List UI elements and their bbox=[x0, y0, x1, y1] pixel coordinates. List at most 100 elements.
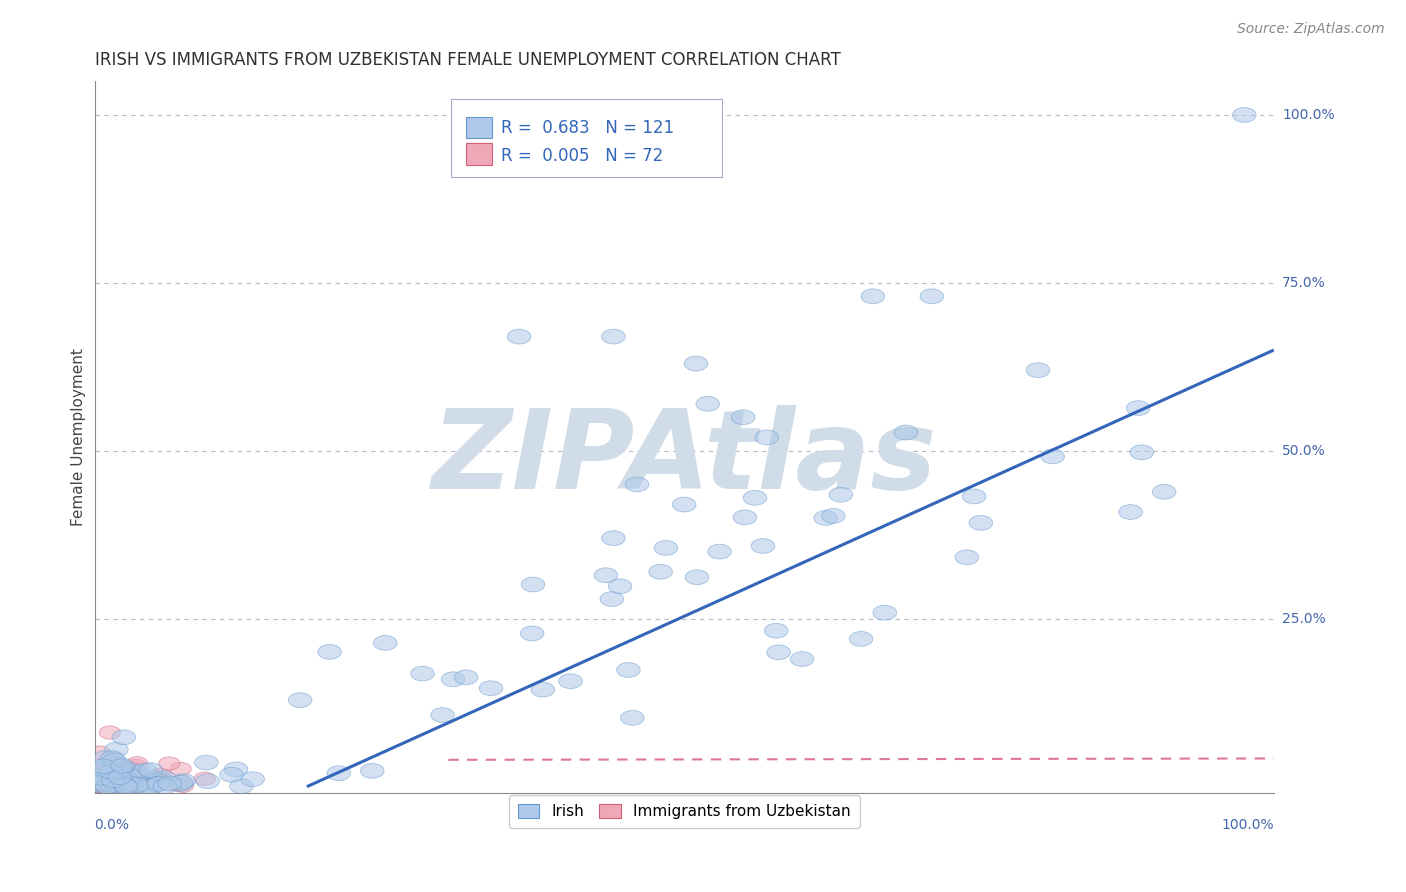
Ellipse shape bbox=[744, 491, 766, 505]
Ellipse shape bbox=[96, 779, 120, 794]
Ellipse shape bbox=[240, 772, 264, 787]
Y-axis label: Female Unemployment: Female Unemployment bbox=[72, 349, 86, 526]
Ellipse shape bbox=[755, 430, 779, 445]
Ellipse shape bbox=[170, 763, 191, 776]
Ellipse shape bbox=[969, 516, 993, 530]
Ellipse shape bbox=[93, 777, 115, 792]
Ellipse shape bbox=[696, 396, 720, 411]
Ellipse shape bbox=[522, 577, 544, 592]
Ellipse shape bbox=[894, 425, 918, 440]
Ellipse shape bbox=[648, 565, 672, 579]
Ellipse shape bbox=[86, 773, 107, 787]
Ellipse shape bbox=[97, 765, 118, 779]
Ellipse shape bbox=[685, 570, 709, 584]
Ellipse shape bbox=[112, 778, 136, 793]
Ellipse shape bbox=[101, 773, 125, 788]
Ellipse shape bbox=[101, 778, 124, 792]
Ellipse shape bbox=[114, 775, 135, 789]
Ellipse shape bbox=[131, 778, 153, 792]
FancyBboxPatch shape bbox=[465, 117, 492, 138]
Text: IRISH VS IMMIGRANTS FROM UZBEKISTAN FEMALE UNEMPLOYMENT CORRELATION CHART: IRISH VS IMMIGRANTS FROM UZBEKISTAN FEMA… bbox=[94, 51, 841, 69]
Ellipse shape bbox=[142, 772, 163, 785]
Ellipse shape bbox=[127, 777, 148, 790]
Ellipse shape bbox=[89, 778, 110, 791]
Ellipse shape bbox=[110, 776, 132, 789]
Ellipse shape bbox=[135, 770, 159, 785]
Text: R =  0.683   N = 121: R = 0.683 N = 121 bbox=[502, 119, 675, 136]
Ellipse shape bbox=[821, 508, 845, 524]
Ellipse shape bbox=[101, 773, 122, 787]
FancyBboxPatch shape bbox=[465, 144, 492, 165]
Ellipse shape bbox=[111, 776, 135, 791]
Ellipse shape bbox=[96, 777, 117, 790]
Ellipse shape bbox=[127, 756, 148, 770]
Ellipse shape bbox=[152, 771, 176, 786]
Ellipse shape bbox=[751, 539, 775, 553]
Ellipse shape bbox=[84, 772, 105, 786]
Ellipse shape bbox=[117, 763, 138, 776]
Ellipse shape bbox=[103, 772, 127, 787]
Ellipse shape bbox=[1040, 449, 1064, 464]
Ellipse shape bbox=[86, 770, 107, 783]
Ellipse shape bbox=[111, 779, 135, 794]
Ellipse shape bbox=[112, 762, 136, 776]
Ellipse shape bbox=[138, 772, 159, 786]
Ellipse shape bbox=[91, 769, 112, 782]
Ellipse shape bbox=[159, 756, 180, 770]
Ellipse shape bbox=[112, 730, 136, 745]
Ellipse shape bbox=[955, 550, 979, 565]
Ellipse shape bbox=[103, 772, 124, 786]
Ellipse shape bbox=[84, 780, 107, 792]
Ellipse shape bbox=[94, 751, 117, 765]
Ellipse shape bbox=[766, 645, 790, 660]
Ellipse shape bbox=[814, 510, 838, 525]
Ellipse shape bbox=[602, 329, 626, 344]
Ellipse shape bbox=[86, 768, 107, 781]
Ellipse shape bbox=[707, 544, 731, 559]
Ellipse shape bbox=[103, 776, 124, 789]
Ellipse shape bbox=[90, 765, 111, 778]
Ellipse shape bbox=[93, 769, 114, 782]
Ellipse shape bbox=[86, 764, 108, 778]
Ellipse shape bbox=[90, 774, 111, 788]
Ellipse shape bbox=[89, 773, 110, 787]
Ellipse shape bbox=[849, 632, 873, 647]
Text: Source: ZipAtlas.com: Source: ZipAtlas.com bbox=[1237, 22, 1385, 37]
Ellipse shape bbox=[1130, 445, 1153, 459]
Ellipse shape bbox=[600, 591, 624, 607]
Ellipse shape bbox=[112, 778, 134, 791]
Ellipse shape bbox=[124, 776, 145, 789]
Ellipse shape bbox=[141, 779, 165, 794]
Ellipse shape bbox=[97, 771, 118, 784]
Ellipse shape bbox=[920, 289, 943, 303]
Ellipse shape bbox=[84, 768, 105, 781]
Ellipse shape bbox=[105, 777, 128, 791]
Ellipse shape bbox=[90, 773, 112, 788]
Ellipse shape bbox=[108, 768, 129, 781]
Ellipse shape bbox=[1233, 108, 1256, 122]
Ellipse shape bbox=[93, 778, 114, 791]
Ellipse shape bbox=[508, 329, 531, 344]
Ellipse shape bbox=[731, 409, 755, 425]
Ellipse shape bbox=[595, 568, 617, 582]
Ellipse shape bbox=[97, 768, 118, 781]
Ellipse shape bbox=[318, 645, 342, 659]
Ellipse shape bbox=[173, 780, 194, 792]
Ellipse shape bbox=[860, 289, 884, 303]
Text: 100.0%: 100.0% bbox=[1282, 108, 1334, 122]
Ellipse shape bbox=[84, 779, 105, 791]
Ellipse shape bbox=[194, 756, 218, 770]
Ellipse shape bbox=[139, 763, 163, 778]
Ellipse shape bbox=[1119, 505, 1143, 519]
Ellipse shape bbox=[962, 489, 986, 504]
Ellipse shape bbox=[129, 771, 150, 784]
Ellipse shape bbox=[118, 767, 139, 780]
Ellipse shape bbox=[830, 487, 852, 502]
Ellipse shape bbox=[108, 776, 129, 789]
Ellipse shape bbox=[328, 766, 350, 780]
Ellipse shape bbox=[84, 778, 105, 791]
Ellipse shape bbox=[143, 778, 166, 792]
Ellipse shape bbox=[654, 541, 678, 556]
Ellipse shape bbox=[454, 670, 478, 685]
Ellipse shape bbox=[1153, 484, 1175, 500]
